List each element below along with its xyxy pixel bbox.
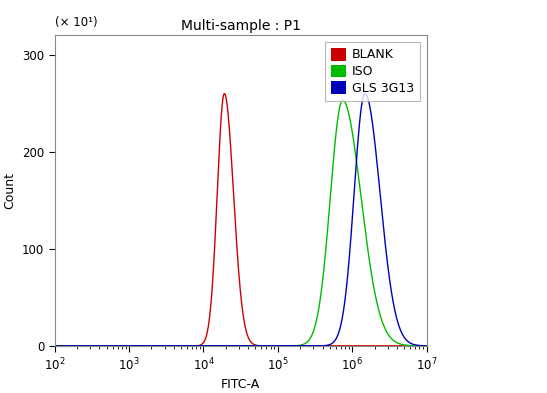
Y-axis label: Count: Count (3, 172, 16, 209)
Title: Multi-sample : P1: Multi-sample : P1 (181, 19, 301, 33)
Text: (× 10¹): (× 10¹) (55, 16, 97, 29)
Legend: BLANK, ISO, GLS 3G13: BLANK, ISO, GLS 3G13 (324, 42, 421, 101)
X-axis label: FITC-A: FITC-A (221, 378, 260, 391)
